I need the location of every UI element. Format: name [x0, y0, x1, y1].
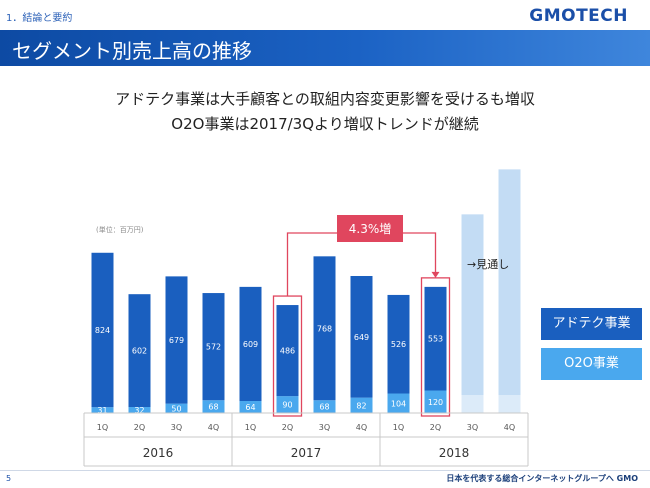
legend-adtech: アドテク事業: [541, 308, 642, 340]
subtitle-line-1: アドテク事業は大手顧客との取組内容変更影響を受けるも増収: [115, 90, 535, 108]
label-adtech: 572: [206, 343, 221, 352]
label-o2o: 90: [282, 401, 292, 410]
label-adtech: 486: [280, 347, 295, 356]
label-o2o: 50: [171, 404, 181, 413]
legend-o2o: O2O事業: [541, 348, 642, 380]
page-number: 5: [6, 474, 12, 483]
label-o2o: 31: [97, 406, 107, 415]
bar-adtech: [387, 294, 410, 394]
year-label: 2016: [143, 446, 174, 460]
quarter-tick-label: 3Q: [319, 423, 330, 432]
forecast-label: →見通し: [467, 258, 509, 271]
bar-adtech: [202, 293, 225, 401]
label-adtech: 526: [391, 340, 406, 349]
bar-adtech: [313, 256, 336, 401]
subtitle-line-2: O2O事業は2017/3Qより増収トレンドが継続: [171, 115, 479, 133]
label-adtech: 602: [132, 347, 147, 356]
quarter-tick-label: 2Q: [134, 423, 145, 432]
label-adtech: 824: [95, 326, 110, 335]
label-adtech: 768: [317, 324, 332, 333]
label-adtech: 649: [354, 333, 369, 342]
bar-adtech: [350, 276, 373, 398]
bar-adtech: [276, 305, 299, 397]
bar-o2o: [276, 396, 299, 413]
label-o2o: 68: [319, 403, 329, 412]
label-adtech: 553: [428, 335, 443, 344]
label-o2o: 120: [428, 398, 443, 407]
bar-o2o: [387, 393, 410, 413]
year-label: 2017: [291, 446, 322, 460]
label-o2o: 104: [391, 399, 406, 408]
section-label: 1．結論と要約: [6, 13, 73, 24]
bar-adtech: [128, 294, 151, 408]
bar-forecast-adtech: [461, 214, 484, 395]
quarter-tick-label: 1Q: [393, 423, 404, 432]
gmo-tech-logo: GMOTECH: [529, 6, 628, 26]
top-bar: 1．結論と要約 GMOTECH: [0, 0, 650, 30]
page-title: セグメント別売上高の推移: [12, 39, 252, 63]
bar-o2o: [165, 403, 188, 413]
bar-forecast-o2o: [461, 395, 484, 413]
bar-adtech: [424, 286, 447, 391]
quarter-tick-label: 4Q: [208, 423, 219, 432]
quarter-tick-label: 3Q: [467, 423, 478, 432]
label-o2o: 82: [356, 401, 366, 410]
quarter-tick-label: 1Q: [97, 423, 108, 432]
label-o2o: 64: [245, 403, 255, 412]
footer-tagline: 日本を代表する総合インターネットグループへ GMO: [446, 474, 638, 483]
bar-adtech: [91, 252, 114, 408]
bar-forecast-adtech: [498, 169, 521, 395]
year-label: 2018: [439, 446, 470, 460]
label-o2o: 68: [208, 403, 218, 412]
bar-o2o: [128, 407, 151, 413]
annotation-badge: [337, 215, 403, 242]
bar-adtech: [165, 276, 188, 404]
quarter-tick-label: 3Q: [171, 423, 182, 432]
bar-o2o: [239, 401, 262, 413]
label-o2o: 32: [134, 406, 144, 415]
bar-o2o: [91, 407, 114, 413]
title-bar: セグメント別売上高の推移: [0, 30, 650, 66]
label-adtech: 609: [243, 340, 258, 349]
label-adtech: 679: [169, 336, 184, 345]
unit-label: (単位：百万円): [96, 225, 144, 234]
quarter-tick-label: 4Q: [504, 423, 515, 432]
annotation-label: 4.3%増: [349, 222, 392, 236]
bar-o2o: [313, 400, 336, 413]
bar-forecast-o2o: [498, 395, 521, 413]
quarter-tick-label: 1Q: [245, 423, 256, 432]
quarter-tick-label: 2Q: [430, 423, 441, 432]
annotation-arrowhead: [431, 271, 440, 278]
bar-o2o: [424, 390, 447, 413]
quarter-tick-label: 2Q: [282, 423, 293, 432]
bar-adtech: [239, 286, 262, 402]
quarter-tick-label: 4Q: [356, 423, 367, 432]
segment-sales-chart: (単位：百万円) 824 31 602 32 679 50 572 68 609 64 486 90 76…: [83, 169, 529, 467]
bar-o2o: [202, 400, 225, 413]
footer-divider: [0, 470, 650, 471]
bar-o2o: [350, 397, 373, 413]
